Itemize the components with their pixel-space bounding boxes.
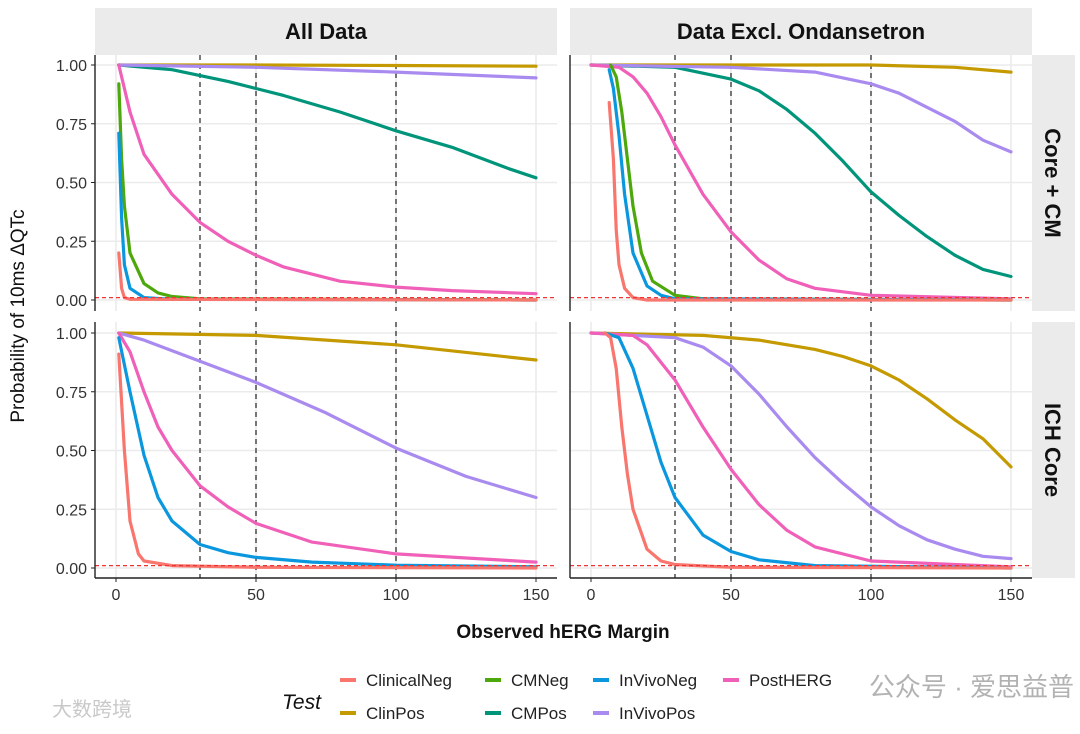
x-tick-label: 50 [247, 587, 265, 604]
legend-label: PostHERG [749, 671, 832, 690]
row-strip [1032, 55, 1075, 311]
series-line-invivopos [117, 63, 538, 80]
y-tick-label: 1.00 [56, 58, 87, 75]
legend-item-clinpos: ClinPos [340, 704, 425, 723]
series-line-clinpos [589, 331, 1013, 469]
x-tick-label: 150 [523, 587, 550, 604]
series-line-clinpos [117, 331, 538, 362]
column-strip [570, 8, 1032, 55]
legend-label: ClinPos [366, 704, 425, 723]
row-strip-label: ICH Core [1040, 403, 1065, 497]
series-line-invivopos [117, 331, 538, 500]
legend: Test ClinicalNeg ClinPos CMNeg CMPos InVivoN… [282, 671, 832, 723]
y-axis-label: Probability of 10ms ΔQTc [8, 209, 29, 422]
y-tick-label: 0.25 [56, 502, 87, 519]
legend-item-invivoneg: InVivoNeg [593, 671, 697, 690]
y-tick-label: 0.25 [56, 234, 87, 251]
y-tick-label: 1.00 [56, 326, 87, 343]
legend-item-cmpos: CMPos [485, 704, 567, 723]
x-tick-label: 100 [383, 587, 410, 604]
legend-label: CMPos [511, 704, 567, 723]
y-tick-label: 0.50 [56, 444, 87, 461]
watermark-wechat: 公众号 · 爱思益普 [869, 672, 1074, 702]
x-tick-label: 0 [112, 587, 121, 604]
column-strip-label: Data Excl. Ondansetron [677, 19, 925, 44]
y-tick-label: 0.00 [56, 561, 87, 578]
y-tick-label: 0.75 [56, 117, 87, 134]
x-tick-label: 50 [722, 587, 740, 604]
legend-title: Test [282, 691, 322, 714]
series-line-clinicalneg [607, 100, 1013, 302]
panel: 0.00 0.25 0.50 0.75 1.00 [56, 55, 557, 311]
series-line-invivopos [589, 63, 1013, 154]
legend-item-postherg: PostHERG [723, 671, 832, 690]
row-strip-label: Core + CM [1040, 128, 1065, 237]
series-line-clinicalneg [117, 352, 538, 570]
series-line-invivoneg [603, 331, 1013, 570]
legend-label: InVivoNeg [619, 671, 697, 690]
series-line-clinpos [589, 63, 1013, 74]
x-tick-label: 0 [587, 587, 596, 604]
legend-label: ClinicalNeg [366, 671, 452, 690]
legend-item-clinicalneg: ClinicalNeg [340, 671, 452, 690]
panels: All Data Data Excl. Ondansetron Core + CM I… [56, 8, 1075, 604]
series-line-postherg [589, 63, 1013, 301]
y-tick-label: 0.50 [56, 176, 87, 193]
panel [569, 55, 1032, 311]
series-line-cmpos [117, 63, 538, 180]
column-strip-label: All Data [285, 19, 368, 44]
column-strip [95, 8, 557, 55]
series-line-cmpos [589, 63, 1013, 279]
legend-item-cmneg: CMNeg [485, 671, 569, 690]
series-line-clinicalneg [603, 331, 1013, 570]
series-line-postherg [117, 331, 538, 564]
legend-label: CMNeg [511, 671, 569, 690]
series-line-invivoneg [117, 336, 538, 569]
series-line-postherg [589, 331, 1013, 569]
panel: 0.00 0.25 0.50 0.75 1.00 0 50 100 150 [56, 322, 557, 604]
watermark-logo: 大数跨境 [52, 698, 132, 721]
x-tick-label: 100 [858, 587, 885, 604]
series-line-invivopos [589, 331, 1013, 561]
y-tick-label: 0.75 [56, 385, 87, 402]
legend-label: InVivoPos [619, 704, 695, 723]
series-line-postherg [117, 63, 538, 296]
x-axis-label: Observed hERG Margin [456, 622, 669, 643]
panel: 0 50 100 150 [569, 322, 1032, 604]
row-strip [1032, 322, 1075, 578]
legend-item-invivopos: InVivoPos [593, 704, 695, 723]
y-tick-label: 0.00 [56, 293, 87, 310]
x-tick-label: 150 [998, 587, 1025, 604]
